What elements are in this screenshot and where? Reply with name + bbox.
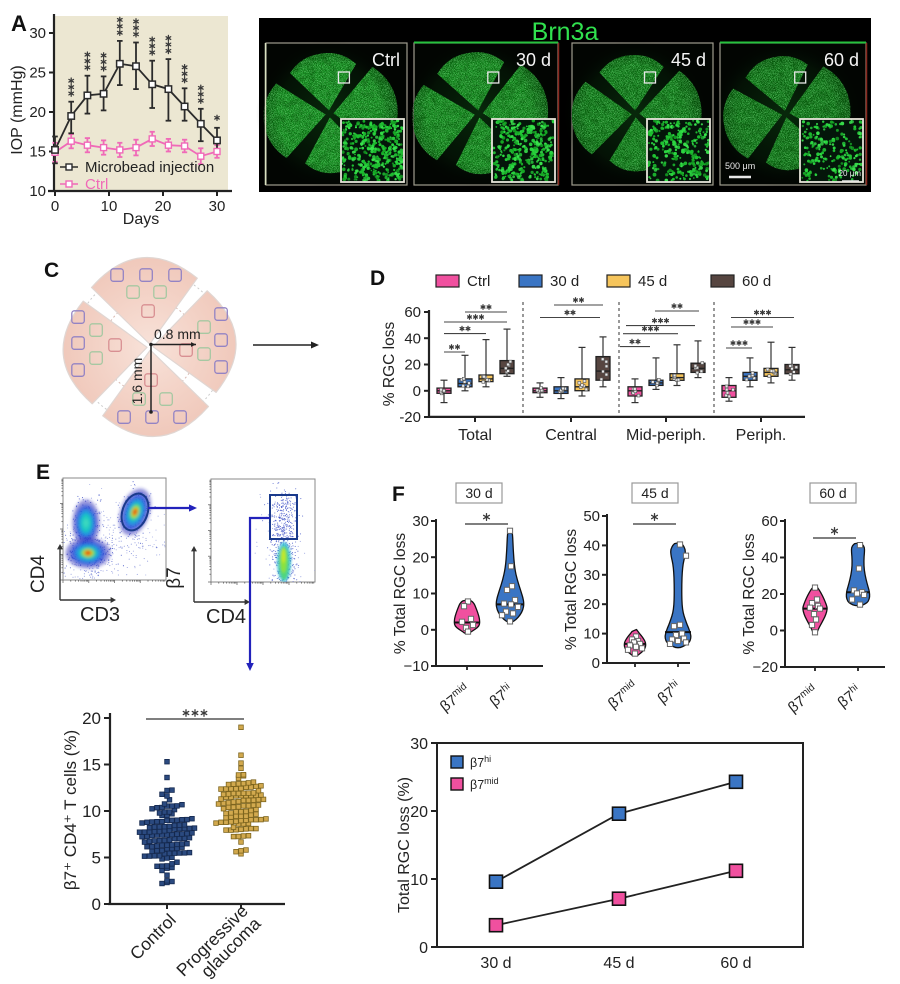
svg-text:Ctrl: Ctrl — [372, 50, 400, 70]
svg-text:β7hi: β7hi — [834, 682, 865, 711]
svg-text:40: 40 — [761, 550, 778, 567]
svg-text:Microbead injection: Microbead injection — [85, 159, 214, 176]
svg-text:CD4: CD4 — [28, 555, 49, 593]
svg-text:60: 60 — [761, 513, 778, 530]
svg-text:40: 40 — [583, 537, 600, 554]
svg-text:15: 15 — [29, 144, 46, 161]
svg-text:20: 20 — [412, 549, 429, 566]
svg-text:β7: β7 — [164, 567, 185, 589]
svg-text:10: 10 — [82, 802, 101, 821]
svg-text:−20: −20 — [753, 659, 778, 676]
svg-text:20: 20 — [761, 586, 778, 603]
svg-text:45 d: 45 d — [603, 955, 634, 972]
svg-text:Ctrl: Ctrl — [467, 273, 490, 290]
svg-text:30: 30 — [209, 198, 226, 215]
svg-text:IOP (mmHg): IOP (mmHg) — [9, 65, 26, 154]
svg-text:20: 20 — [82, 709, 101, 728]
svg-text:CD4: CD4 — [206, 606, 246, 628]
svg-text:60 d: 60 d — [742, 273, 771, 290]
svg-text:10: 10 — [101, 198, 118, 215]
svg-text:10: 10 — [29, 183, 46, 200]
svg-text:1.6 mm: 1.6 mm — [129, 358, 145, 405]
svg-text:Central: Central — [545, 427, 597, 444]
svg-text:0: 0 — [419, 940, 428, 957]
svg-text:30 d: 30 d — [480, 955, 511, 972]
svg-text:β7hi: β7hi — [486, 681, 517, 710]
svg-text:Total RGC loss (%): Total RGC loss (%) — [396, 777, 413, 913]
svg-text:% Total RGC loss: % Total RGC loss — [392, 533, 409, 654]
svg-text:0: 0 — [51, 198, 59, 215]
svg-text:50: 50 — [583, 508, 600, 525]
svg-text:30: 30 — [583, 567, 600, 584]
svg-text:β7mid: β7mid — [436, 681, 473, 716]
svg-text:30: 30 — [412, 513, 429, 530]
svg-text:Periph.: Periph. — [736, 427, 787, 444]
svg-text:5: 5 — [92, 849, 101, 868]
svg-text:0.8 mm: 0.8 mm — [154, 326, 201, 342]
svg-text:10: 10 — [583, 626, 600, 643]
svg-text:Days: Days — [123, 211, 159, 228]
svg-text:A: A — [11, 11, 27, 36]
svg-text:E: E — [36, 461, 50, 484]
svg-text:0: 0 — [421, 622, 429, 639]
svg-text:30 d: 30 d — [465, 485, 492, 501]
svg-text:20: 20 — [583, 596, 600, 613]
svg-text:β7mid: β7mid — [604, 678, 641, 713]
svg-text:15: 15 — [82, 756, 101, 775]
svg-text:0: 0 — [92, 895, 101, 914]
svg-text:β7hi: β7hi — [470, 754, 491, 770]
svg-text:45 d: 45 d — [638, 273, 667, 290]
svg-text:60 d: 60 d — [824, 50, 859, 70]
svg-text:45 d: 45 d — [671, 50, 706, 70]
svg-text:500 μm: 500 μm — [725, 161, 755, 171]
svg-text:C: C — [44, 259, 59, 282]
svg-text:β7⁺ CD4⁺ T cells (%): β7⁺ CD4⁺ T cells (%) — [61, 730, 80, 890]
svg-text:% RGC loss: % RGC loss — [381, 322, 398, 407]
svg-text:Total: Total — [458, 427, 492, 444]
svg-text:Ctrl: Ctrl — [85, 176, 108, 193]
svg-text:F: F — [392, 483, 405, 506]
svg-text:30 d: 30 d — [550, 273, 579, 290]
svg-text:30 d: 30 d — [516, 50, 551, 70]
svg-text:0: 0 — [592, 655, 600, 672]
svg-text:% Total RGC loss: % Total RGC loss — [741, 533, 758, 654]
svg-text:-20: -20 — [399, 409, 421, 426]
svg-text:CD3: CD3 — [80, 604, 120, 626]
svg-text:0: 0 — [413, 383, 421, 400]
svg-text:30: 30 — [410, 736, 428, 753]
svg-text:25: 25 — [29, 65, 46, 82]
svg-text:10: 10 — [410, 872, 428, 889]
svg-text:20: 20 — [410, 804, 428, 821]
svg-text:20: 20 — [155, 198, 172, 215]
svg-text:β7hi: β7hi — [654, 678, 685, 707]
svg-text:20: 20 — [29, 104, 46, 121]
svg-text:60 d: 60 d — [819, 485, 846, 501]
svg-text:40: 40 — [404, 330, 421, 347]
svg-text:30: 30 — [29, 25, 46, 42]
svg-text:Brn3a: Brn3a — [532, 18, 599, 46]
svg-text:β7mid: β7mid — [784, 682, 821, 717]
svg-text:60 d: 60 d — [720, 955, 751, 972]
svg-text:20: 20 — [404, 357, 421, 374]
svg-text:D: D — [370, 267, 385, 290]
svg-text:45 d: 45 d — [641, 485, 668, 501]
svg-text:Progressiveglaucoma: Progressiveglaucoma — [172, 901, 264, 984]
svg-text:Control: Control — [126, 910, 180, 964]
svg-text:60: 60 — [404, 304, 421, 321]
svg-text:β7mid: β7mid — [470, 776, 499, 792]
svg-text:% Total RGC loss: % Total RGC loss — [563, 529, 580, 650]
svg-text:−10: −10 — [404, 658, 429, 675]
svg-text:20 μm: 20 μm — [839, 169, 862, 178]
svg-text:10: 10 — [412, 586, 429, 603]
svg-text:0: 0 — [770, 623, 778, 640]
svg-text:Mid-periph.: Mid-periph. — [626, 427, 706, 444]
